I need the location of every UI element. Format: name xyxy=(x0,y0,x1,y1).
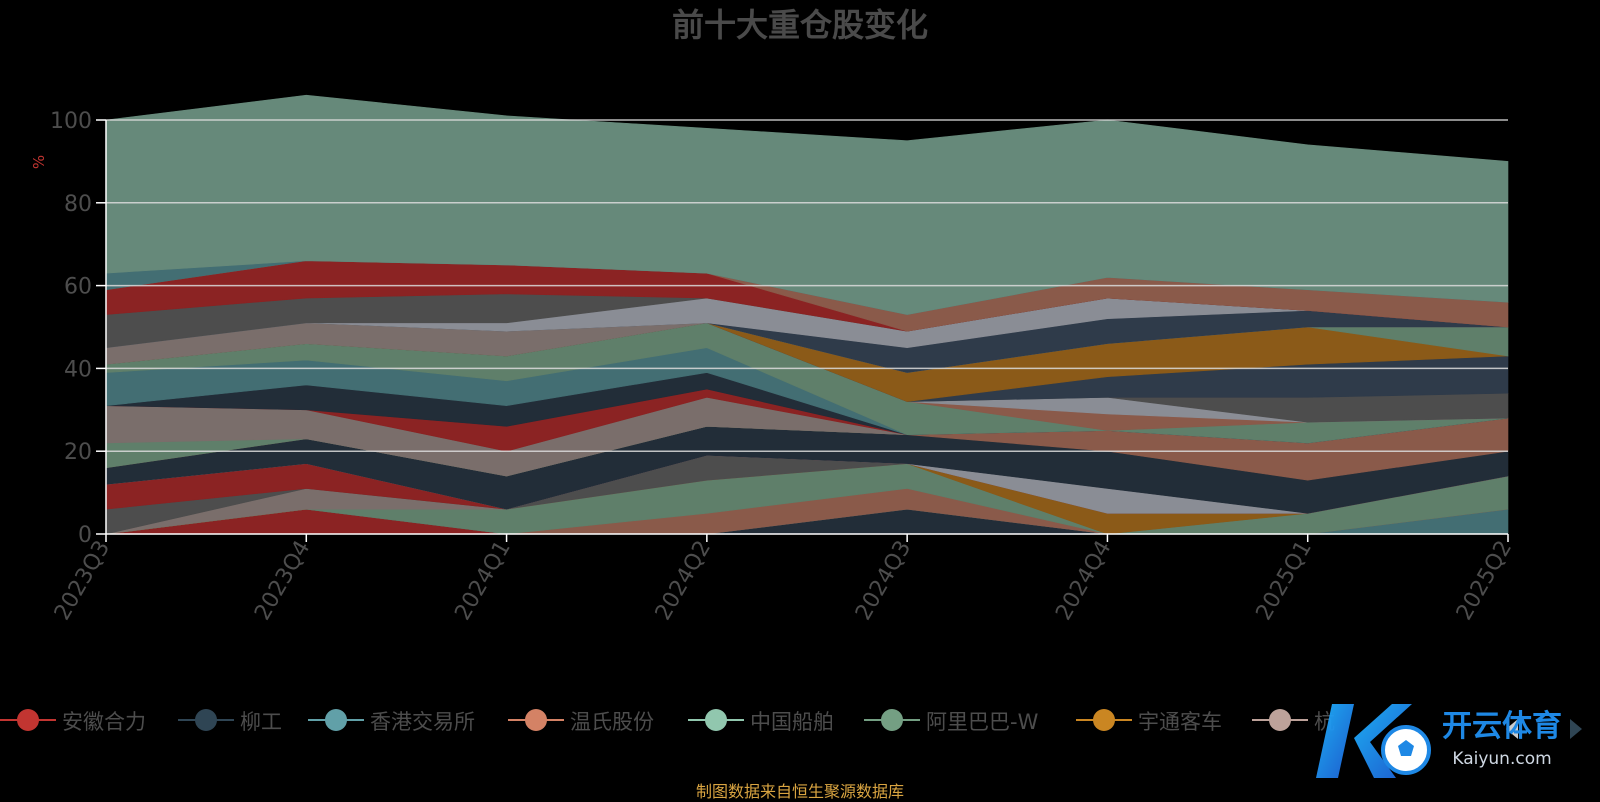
legend-label: 宇通客车 xyxy=(1138,710,1222,734)
grid-lines xyxy=(106,119,1508,452)
y-tick-label-100: 100 xyxy=(50,109,92,134)
x-tick-label-2024Q4: 2024Q4 xyxy=(1051,537,1116,625)
y-tick-label-0: 0 xyxy=(78,523,92,548)
watermark-text: 开云体育 xyxy=(1442,709,1562,744)
x-tick-label-2024Q2: 2024Q2 xyxy=(651,537,716,625)
x-tick-label-2023Q4: 2023Q4 xyxy=(250,537,315,625)
legend-dot-icon xyxy=(705,709,727,731)
legend-label: 安徽合力 xyxy=(62,710,146,734)
kaiyun-watermark-logo: 开云体育 Kaiyun.com xyxy=(1316,704,1562,778)
legend-label: 中国船舶 xyxy=(750,710,834,734)
area-layer-32 xyxy=(105,94,1509,315)
x-tick-label-2024Q1: 2024Q1 xyxy=(450,537,515,625)
legend-dot-icon xyxy=(17,709,39,731)
x-tick-label-2023Q3: 2023Q3 xyxy=(50,537,115,625)
x-tick-label-2024Q3: 2024Q3 xyxy=(851,537,916,625)
legend-label: 温氏股份 xyxy=(570,710,654,734)
x-tick-label-2025Q2: 2025Q2 xyxy=(1452,537,1517,625)
legend-label: 柳工 xyxy=(240,710,282,734)
legend-label: 阿里巴巴-W xyxy=(926,710,1039,734)
y-tick-label-20: 20 xyxy=(64,440,92,465)
legend-dot-icon xyxy=(1269,709,1291,731)
chevron-right-icon xyxy=(1570,719,1582,739)
legend-dot-icon xyxy=(195,709,217,731)
y-tick-label-60: 60 xyxy=(64,275,92,300)
legend-prev-page[interactable] xyxy=(1504,718,1520,740)
chart-title: 前十大重仓股变化 xyxy=(672,6,928,44)
legend-dot-icon xyxy=(1093,709,1115,731)
source-note: 制图数据来自恒生聚源数据库 xyxy=(695,782,904,801)
chevron-left-icon xyxy=(1506,719,1518,739)
watermark-subtext: Kaiyun.com xyxy=(1452,749,1551,769)
legend-dot-icon xyxy=(525,709,547,731)
chart-legend: 安徽合力 柳工 香港交易所 温氏股份 中国船舶 阿里巴巴-W 宇通客车杭 xyxy=(0,700,1600,740)
legend-dot-icon xyxy=(325,709,347,731)
y-tick-label-40: 40 xyxy=(64,357,92,382)
legend-label: 香港交易所 xyxy=(370,710,475,734)
y-tick-label-80: 80 xyxy=(64,192,92,217)
legend-dot-icon xyxy=(881,709,903,731)
area-series-group xyxy=(105,94,1509,535)
legend-next-page[interactable] xyxy=(1568,718,1584,740)
y-axis-unit: % xyxy=(30,155,48,169)
x-tick-label-2025Q1: 2025Q1 xyxy=(1252,537,1317,625)
